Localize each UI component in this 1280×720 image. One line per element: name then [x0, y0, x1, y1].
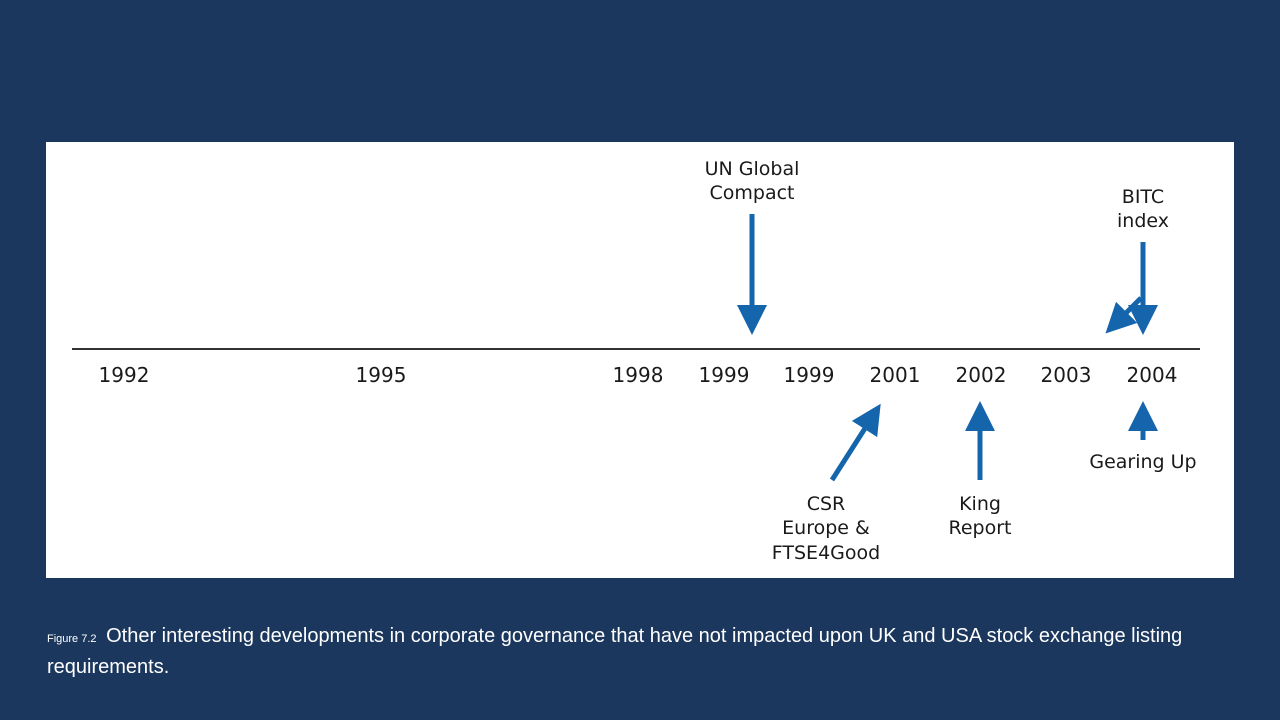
year-label-1999-b: 1999: [784, 363, 835, 387]
year-label-2002: 2002: [956, 363, 1007, 387]
timeline-figure: 1992 1995 1998 1999 1999 2001 2002 2003 …: [46, 142, 1234, 578]
event-label-king-report-line2: Report: [949, 517, 1012, 539]
year-label-1992: 1992: [99, 363, 150, 387]
event-label-king-report-line1: King: [959, 493, 1001, 515]
event-label-csr-line1: CSR: [807, 493, 846, 515]
event-label-un-global-compact-line2: Compact: [710, 182, 795, 204]
year-label-2003: 2003: [1041, 363, 1092, 387]
arrow-csr-europe-ftse4good: [829, 403, 881, 482]
event-label-csr-line2: Europe &: [782, 517, 870, 539]
event-label-un-global-compact-line1: UN Global: [705, 158, 800, 180]
figure-caption-text: Other interesting developments in corpor…: [47, 625, 1183, 678]
year-label-1999-a: 1999: [699, 363, 750, 387]
arrow-bitc-index-2003: [1105, 296, 1143, 334]
event-label-csr-line3: FTSE4Good: [772, 542, 880, 564]
year-label-2004: 2004: [1127, 363, 1178, 387]
year-label-1995: 1995: [356, 363, 407, 387]
year-label-1998: 1998: [613, 363, 664, 387]
event-label-gearing-up: Gearing Up: [1089, 451, 1196, 473]
year-label-2001: 2001: [870, 363, 921, 387]
figure-caption: Figure 7.2 Other interesting development…: [47, 622, 1207, 681]
event-label-bitc-index-line1: BITC: [1122, 186, 1164, 208]
figure-label: Figure 7.2: [47, 633, 97, 645]
timeline-svg: 1992 1995 1998 1999 1999 2001 2002 2003 …: [72, 158, 1200, 564]
event-label-bitc-index-line2: index: [1117, 210, 1169, 232]
